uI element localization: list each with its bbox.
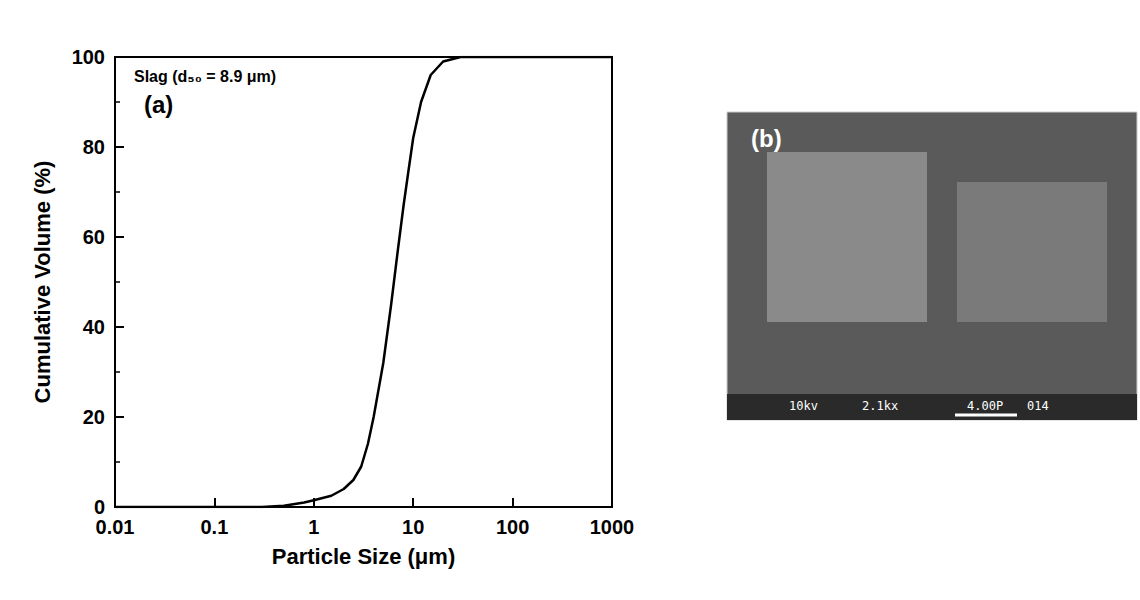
svg-text:0.1: 0.1: [200, 516, 228, 538]
svg-text:10: 10: [402, 516, 424, 538]
svg-text:4.00P: 4.00P: [967, 399, 1003, 413]
svg-text:1: 1: [308, 516, 319, 538]
svg-text:(b): (b): [751, 125, 782, 152]
svg-text:20: 20: [83, 406, 105, 428]
svg-text:80: 80: [83, 136, 105, 158]
svg-text:2.1kx: 2.1kx: [862, 399, 898, 413]
svg-text:(a): (a): [144, 91, 173, 118]
svg-text:Particle Size (μm): Particle Size (μm): [272, 544, 455, 569]
svg-text:Slag (d₅₀ = 8.9 μm): Slag (d₅₀ = 8.9 μm): [134, 68, 276, 85]
svg-text:0: 0: [94, 496, 105, 518]
svg-text:1000: 1000: [590, 516, 635, 538]
svg-text:60: 60: [83, 226, 105, 248]
svg-text:100: 100: [496, 516, 529, 538]
svg-text:0.01: 0.01: [96, 516, 135, 538]
svg-text:10kv: 10kv: [789, 399, 818, 413]
svg-text:Cumulative Volume (%): Cumulative Volume (%): [30, 161, 55, 404]
svg-text:100: 100: [72, 46, 105, 68]
svg-text:40: 40: [83, 316, 105, 338]
svg-text:014: 014: [1027, 399, 1049, 413]
